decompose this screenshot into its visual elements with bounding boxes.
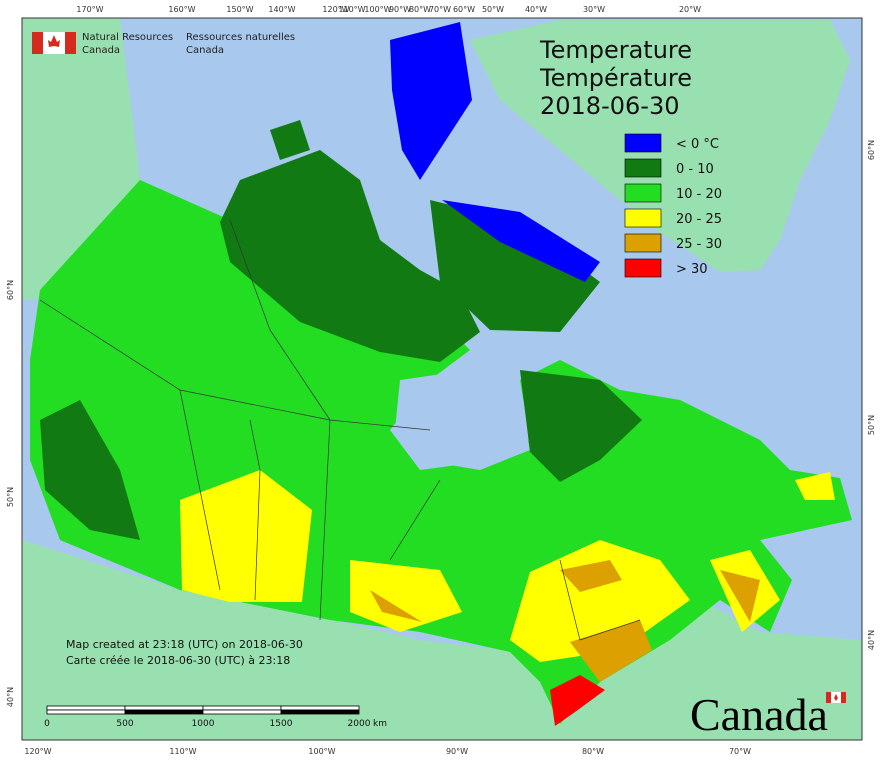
title-fr: Température bbox=[539, 64, 692, 92]
longitude-label: 80°W bbox=[582, 747, 604, 756]
region-20-25 bbox=[795, 472, 835, 500]
longitude-label: 90°W bbox=[389, 5, 411, 14]
legend-label: 20 - 25 bbox=[676, 212, 722, 227]
scale-segment bbox=[46, 705, 126, 711]
boundary bbox=[229, 219, 331, 421]
legend-swatch bbox=[624, 158, 662, 178]
region-25-30 bbox=[560, 560, 622, 592]
wordmark-flag bbox=[826, 692, 846, 703]
region-0-10 bbox=[40, 400, 140, 540]
region-20-25 bbox=[180, 470, 312, 602]
created-en: Map created at 23:18 (UTC) on 2018-06-30 bbox=[66, 638, 303, 651]
org-fr: Ressources naturelles bbox=[186, 32, 295, 43]
legend-swatch bbox=[624, 208, 662, 228]
scale-segment bbox=[124, 705, 204, 711]
boundary bbox=[389, 479, 441, 561]
latitude-label: 50°N bbox=[6, 487, 15, 507]
title-date: 2018-06-30 bbox=[540, 92, 679, 120]
region-0-10 bbox=[270, 120, 310, 160]
region-25-30 bbox=[370, 590, 422, 622]
region-20-25 bbox=[350, 560, 462, 632]
region-above-30 bbox=[550, 675, 605, 726]
region-below-0 bbox=[442, 200, 600, 282]
latitude-label: 50°N bbox=[867, 415, 876, 435]
latitude-label: 60°N bbox=[867, 140, 876, 160]
scale-segment bbox=[280, 705, 360, 711]
region-0-10 bbox=[430, 200, 600, 332]
legend-swatch bbox=[624, 133, 662, 153]
longitude-label: 80°W bbox=[409, 5, 431, 14]
longitude-label: 70°W bbox=[729, 747, 751, 756]
legend-label: > 30 bbox=[676, 262, 708, 277]
longitude-label: 70°W bbox=[429, 5, 451, 14]
wordmark: Canada bbox=[690, 689, 828, 740]
longitude-label: 30°W bbox=[583, 5, 605, 14]
region-below-0 bbox=[390, 22, 472, 180]
region-25-30 bbox=[570, 620, 652, 682]
boundary bbox=[249, 419, 261, 601]
legend-swatch bbox=[624, 183, 662, 203]
scale-segment bbox=[280, 709, 360, 715]
latitude-label: 40°N bbox=[6, 687, 15, 707]
legend-swatch bbox=[624, 233, 662, 253]
longitude-label: 60°W bbox=[453, 5, 475, 14]
hudson-bay bbox=[395, 370, 530, 470]
boundary bbox=[179, 389, 221, 591]
legend-label: 0 - 10 bbox=[676, 162, 714, 177]
longitude-label: 90°W bbox=[446, 747, 468, 756]
scale-label: 2000 bbox=[348, 719, 371, 729]
longitude-label: 150°W bbox=[226, 5, 253, 14]
longitude-label: 110°W bbox=[169, 747, 196, 756]
longitude-label: 120°W bbox=[24, 747, 51, 756]
org-en: Canada bbox=[82, 45, 120, 56]
graticule-labels: 170°W 160°W 150°W 140°W 120°W110°W100°W90°W8… bbox=[6, 5, 876, 756]
created-fr: Carte créée le 2018-06-30 (UTC) à 23:18 bbox=[66, 654, 290, 667]
region-0-10 bbox=[220, 150, 480, 362]
latitude-label: 40°N bbox=[867, 630, 876, 650]
title-en: Temperature bbox=[539, 36, 692, 64]
usa bbox=[22, 540, 862, 740]
region-20-25 bbox=[510, 540, 690, 662]
flag bbox=[32, 32, 76, 54]
longitude-label: 40°W bbox=[525, 5, 547, 14]
longitude-label: 120°W bbox=[322, 5, 349, 14]
org-fr: Canada bbox=[186, 45, 224, 56]
boundary bbox=[319, 419, 331, 621]
longitude-label: 110°W bbox=[338, 5, 365, 14]
legend-label: 25 - 30 bbox=[676, 237, 722, 252]
org-en: Natural Resources bbox=[82, 32, 173, 43]
frame bbox=[21, 17, 863, 741]
scale-segment bbox=[202, 709, 282, 715]
scale-segment bbox=[46, 709, 126, 715]
legend-label: < 0 °C bbox=[676, 137, 719, 152]
boundary bbox=[559, 559, 641, 641]
longitude-label: 140°W bbox=[268, 5, 295, 14]
scale-label: 500 bbox=[116, 719, 133, 729]
legend: < 0 °C 0 - 10 10 - 20 20 - 25 25 - 30 > 30 bbox=[624, 133, 722, 278]
scale-segment bbox=[124, 709, 204, 715]
longitude-label: 160°W bbox=[168, 5, 195, 14]
scale-label: 1500 bbox=[270, 719, 293, 729]
legend-swatch bbox=[624, 258, 662, 278]
alaska bbox=[22, 18, 140, 300]
region-25-30 bbox=[720, 570, 760, 622]
legend-label: 10 - 20 bbox=[676, 187, 722, 202]
longitude-label: 50°W bbox=[482, 5, 504, 14]
boundary bbox=[39, 299, 431, 431]
scale-label: 1000 bbox=[192, 719, 215, 729]
longitude-label: 100°W bbox=[308, 747, 335, 756]
longitude-label: 20°W bbox=[679, 5, 701, 14]
scale-unit: km bbox=[373, 719, 387, 729]
longitude-label: 100°W bbox=[364, 5, 391, 14]
scale-bar: 0 500 1000 1500 2000 km bbox=[44, 705, 387, 729]
latitude-label: 60°N bbox=[6, 280, 15, 300]
scale-segment bbox=[202, 705, 282, 711]
scale-label: 0 bbox=[44, 719, 50, 729]
longitude-label: 170°W bbox=[76, 5, 103, 14]
region-0-10 bbox=[520, 370, 642, 482]
